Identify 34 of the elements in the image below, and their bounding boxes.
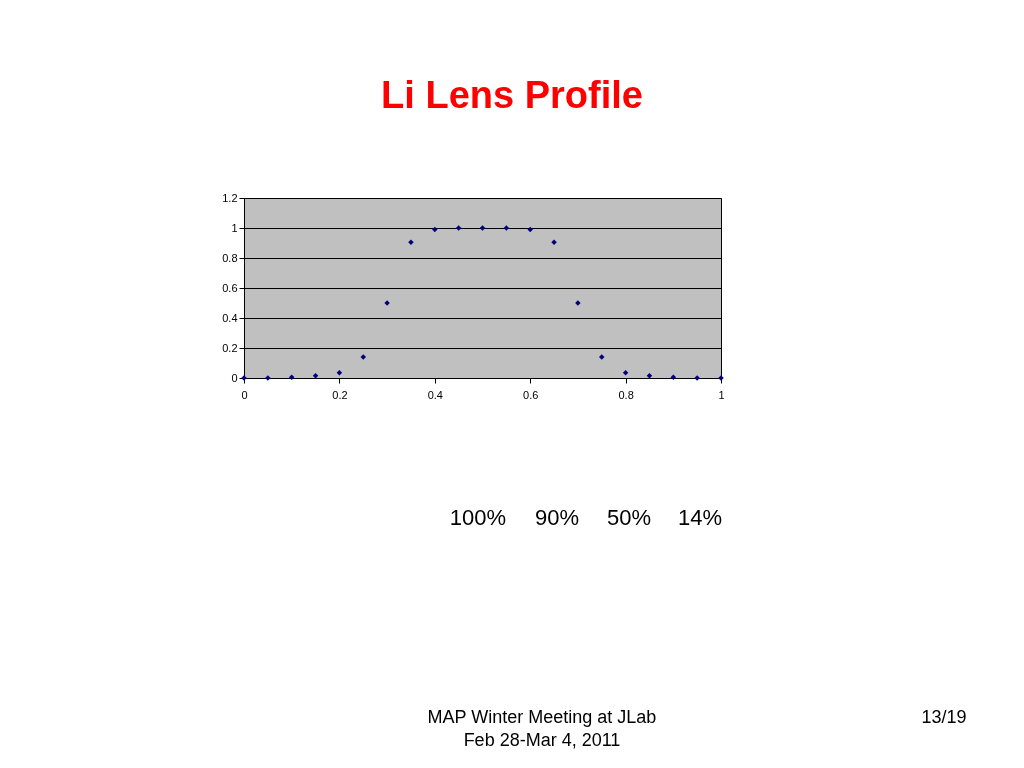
chart-title: Li Lens Profile (381, 74, 643, 116)
point (288, 374, 295, 380)
point (527, 226, 533, 233)
text: 100% (449, 505, 507, 530)
point (670, 374, 677, 380)
point (503, 225, 510, 231)
point (312, 373, 319, 379)
x-tick-label: 0.6 (523, 388, 539, 401)
y-tick-label: 1 (231, 221, 238, 234)
text: Feb 28-Mar 4, 2011 (463, 730, 621, 750)
y-tick-label: 1.2 (222, 191, 238, 204)
x-tick-label: 0 (241, 388, 248, 401)
point (646, 373, 653, 379)
text: 50% (606, 505, 652, 530)
y-tick-label: 0 (231, 371, 238, 384)
x-tick-label: 1 (718, 388, 725, 401)
y-tick-label: 0.6 (222, 281, 238, 294)
point (455, 225, 462, 231)
point (336, 370, 343, 376)
x-tick-label: 0.4 (427, 388, 443, 401)
point (432, 226, 438, 233)
y-tick-label: 0.2 (222, 341, 238, 354)
point (479, 225, 486, 231)
point (551, 239, 557, 245)
x-tick-label: 0.8 (618, 388, 634, 401)
point (622, 370, 629, 376)
y-tick-label: 0.4 (222, 311, 238, 324)
point (408, 239, 414, 245)
x-tick-label: 0.2 (332, 388, 348, 401)
text: MAP Winter Meeting at JLab (427, 707, 657, 727)
text: 14% (677, 505, 723, 530)
text: 90% (534, 505, 580, 530)
y-tick-label: 0.8 (222, 251, 238, 264)
text: 13/19 (921, 707, 967, 727)
